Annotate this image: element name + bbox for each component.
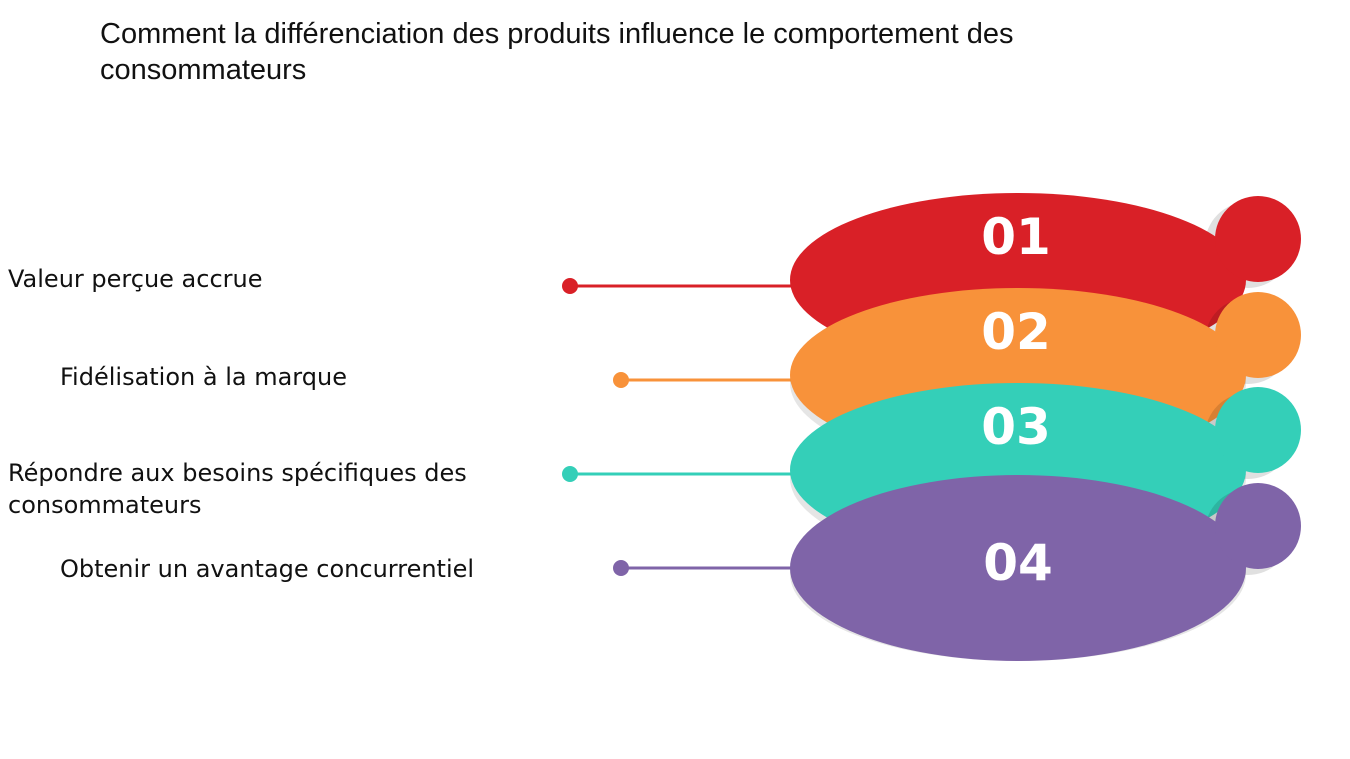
step-3-connector-dot [562, 466, 578, 482]
step-3-number: 03 [981, 398, 1051, 456]
step-2-label: Fidélisation à la marque [60, 363, 347, 391]
step-3-side-circle [1215, 387, 1301, 473]
step-1-connector-dot [562, 278, 578, 294]
step-3-label: Répondre aux besoins spécifiques des con… [8, 459, 467, 519]
step-2-number: 02 [981, 303, 1051, 361]
step-4: 04 [613, 475, 1301, 661]
step-2-side-circle [1215, 292, 1301, 378]
page-title: Comment la différenciation des produits … [100, 18, 1014, 86]
step-4-side-circle [1215, 483, 1301, 569]
step-4-label: Obtenir un avantage concurrentiel [60, 555, 475, 583]
step-4-connector-dot [613, 560, 629, 576]
step-1-number: 01 [981, 208, 1051, 266]
step-4-ellipse [790, 475, 1246, 661]
step-4-number: 04 [983, 534, 1053, 592]
step-2-connector-dot [613, 372, 629, 388]
step-1-label: Valeur perçue accrue [8, 265, 263, 293]
step-1-side-circle [1215, 196, 1301, 282]
